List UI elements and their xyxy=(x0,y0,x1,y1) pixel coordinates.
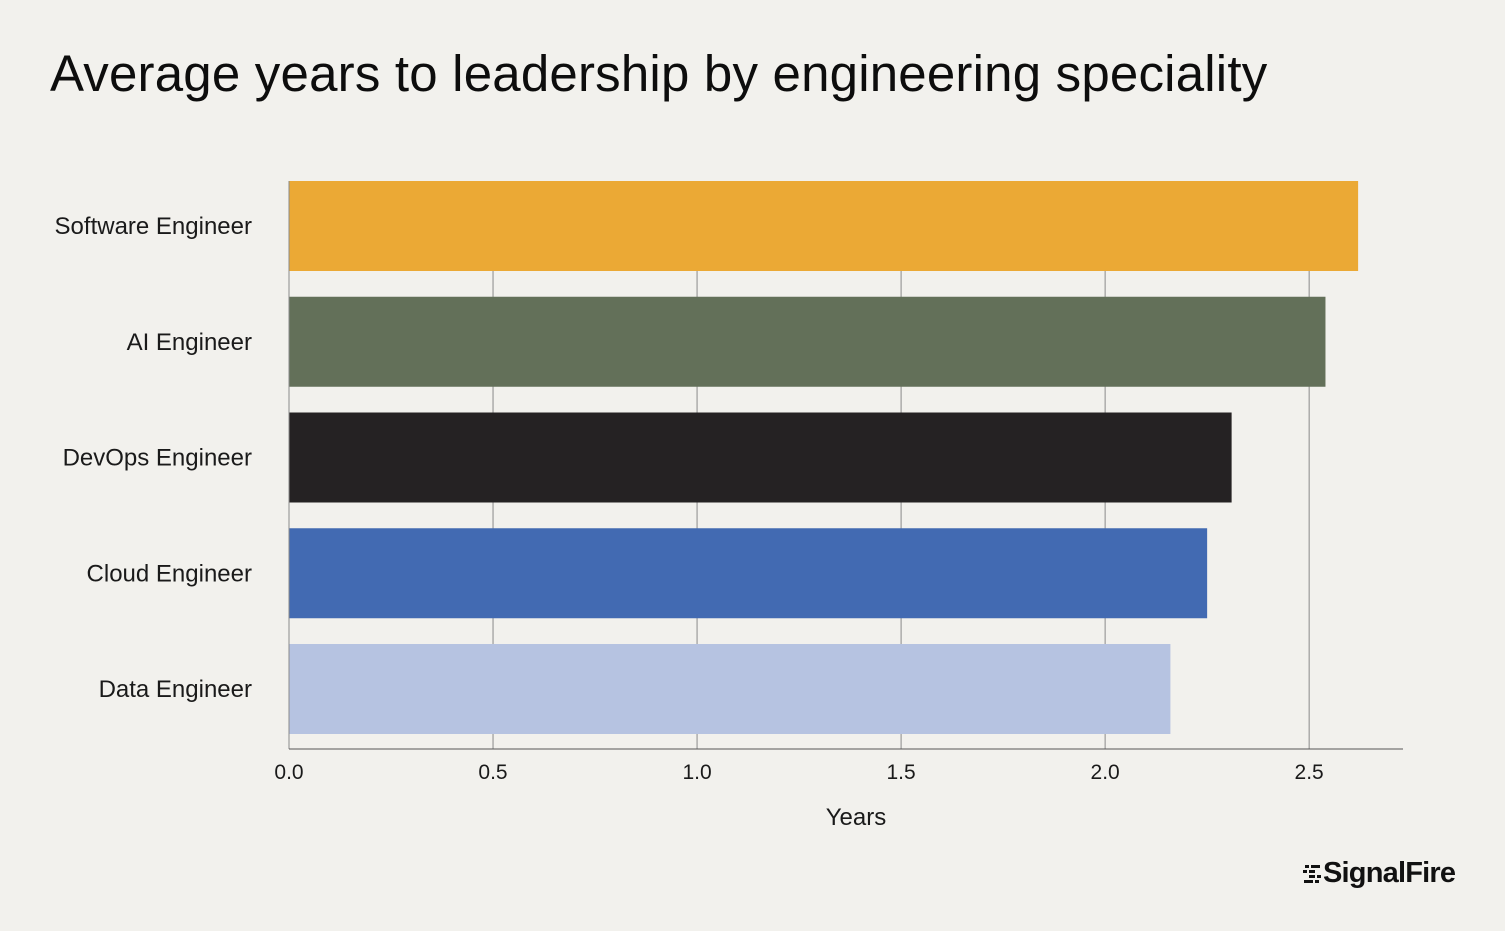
category-label: AI Engineer xyxy=(127,329,252,356)
axes xyxy=(288,181,1403,750)
bar xyxy=(289,528,1208,619)
labels: Software Engineer AI Engineer DevOps Engin… xyxy=(55,213,1324,831)
category-label: Cloud Engineer xyxy=(87,560,252,587)
signalfire-logo-icon xyxy=(1303,864,1321,883)
x-tick-label: 1.5 xyxy=(886,761,915,784)
x-axis-label: Years xyxy=(826,804,887,831)
x-tick-label: 0.0 xyxy=(274,761,303,784)
bar xyxy=(289,644,1171,734)
x-tick-label: 0.5 xyxy=(478,761,507,784)
signalfire-logo: SignalFire xyxy=(1302,857,1456,890)
bar xyxy=(289,181,1359,271)
bars xyxy=(289,181,1359,734)
bar xyxy=(289,412,1232,503)
category-label: Data Engineer xyxy=(99,676,252,703)
brand-name: SignalFire xyxy=(1323,857,1456,889)
x-tick-label: 2.5 xyxy=(1295,761,1324,784)
x-tick-label: 2.0 xyxy=(1091,761,1120,784)
category-label: DevOps Engineer xyxy=(63,445,252,472)
x-tick-label: 1.0 xyxy=(682,761,711,784)
bar xyxy=(289,296,1326,387)
chart-title: Average years to leadership by engineeri… xyxy=(50,45,1268,102)
category-label: Software Engineer xyxy=(55,213,252,240)
